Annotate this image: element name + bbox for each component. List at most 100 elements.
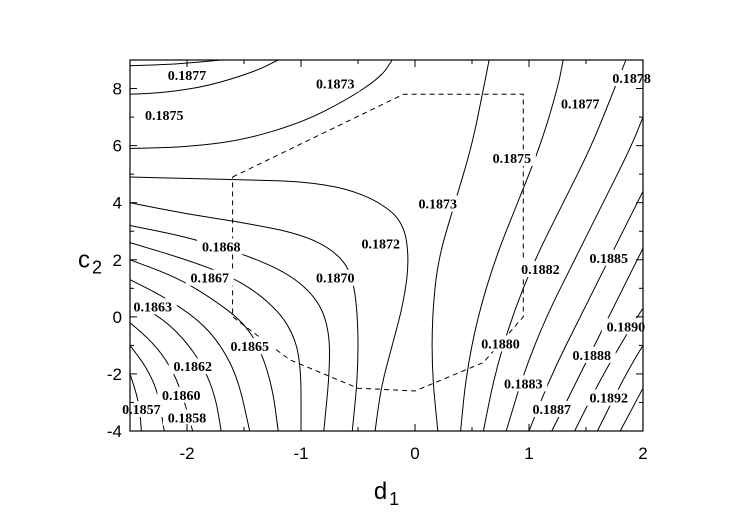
x-tick-label: -2: [179, 444, 194, 463]
contour-label: 0.1875: [487, 149, 536, 167]
x-tick-label: 0: [410, 444, 419, 463]
contour-line-4: [129, 202, 359, 432]
contour-labels: 0.1877 0.1875 0.1873 0.1878 0.1877 0.1875 0.18…: [117, 67, 656, 427]
contour-label-text: 0.1878: [612, 72, 651, 87]
y-tick-label: 4: [113, 194, 122, 213]
contour-label-bg: [128, 298, 177, 315]
contour-line-18: [551, 248, 644, 432]
contour-label: 0.1858: [163, 409, 211, 427]
contour-label-bg: [413, 195, 462, 212]
contour-label-bg: [487, 149, 536, 166]
y-axis-label-main: c: [78, 247, 90, 274]
contour-line-17: [528, 191, 644, 432]
x-axis-label-sub: 1: [389, 489, 399, 509]
contour-label-text: 0.1875: [145, 109, 184, 124]
contour-label-text: 0.1888: [572, 349, 611, 364]
contour-label: 0.1857: [117, 401, 166, 418]
contour-label: 0.1867: [185, 269, 234, 287]
contour-label-bg: [556, 95, 605, 112]
contour-label-text: 0.1873: [419, 198, 458, 213]
contour-label-text: 0.1860: [162, 389, 201, 404]
y-tick-label: 6: [113, 137, 122, 156]
x-axis: -2 -1 0 1 2: [129, 60, 648, 463]
contour-line-0: [129, 59, 222, 67]
contour-label-text: 0.1857: [122, 403, 161, 418]
contour-line-21: [619, 387, 644, 432]
contour-label-bg: [163, 67, 211, 84]
contour-line-14: [460, 59, 564, 432]
contour-label: 0.1860: [157, 386, 206, 404]
contour-label-bg: [601, 318, 650, 335]
contour-label-text: 0.1892: [590, 392, 629, 407]
contour-line-6: [129, 242, 302, 431]
contour-label-bg: [567, 346, 616, 363]
contour-label-text: 0.1862: [173, 360, 212, 375]
contour-label-bg: [356, 235, 405, 252]
contour-label-text: 0.1863: [134, 300, 173, 315]
contour-label-text: 0.1868: [202, 240, 241, 255]
feasible-region: [232, 93, 524, 392]
y-tick-label: 8: [113, 80, 122, 99]
contour-label-bg: [499, 375, 548, 392]
contour-line-3: [129, 176, 409, 432]
contour-label-text: 0.1858: [168, 412, 207, 427]
contour-label-bg: [516, 261, 565, 278]
contour-label: 0.1877: [163, 67, 211, 84]
contour-label-text: 0.1873: [316, 78, 355, 93]
y-tick-label: -2: [107, 365, 122, 384]
contour-label-text: 0.1887: [533, 403, 572, 418]
feasible-region-boundary: [232, 93, 524, 392]
contour-label: 0.1883: [499, 375, 548, 392]
contour-label-text: 0.1865: [230, 340, 269, 355]
x-axis-label-main: d: [374, 478, 387, 505]
contour-line-13: [431, 59, 490, 432]
contour-label-text: 0.1885: [590, 252, 629, 267]
contour-label-bg: [168, 358, 217, 375]
y-tick-label: -4: [107, 422, 122, 441]
contour-label-text: 0.1870: [316, 272, 355, 287]
contour-label-bg: [140, 107, 189, 124]
plot-frame: [129, 59, 644, 432]
contour-line-1: [129, 59, 279, 95]
contour-label-text: 0.1872: [362, 238, 401, 253]
contour-label: 0.1885: [584, 249, 633, 267]
contour-label: 0.1877: [556, 95, 605, 113]
y-tick-label: 2: [113, 251, 122, 270]
contour-label: 0.1887: [527, 401, 576, 418]
contour-label: 0.1872: [356, 235, 405, 253]
contour-label: 0.1873: [413, 195, 462, 213]
contour-label-text: 0.1875: [493, 152, 532, 167]
contour-label: 0.1863: [128, 298, 177, 315]
contour-label: 0.1875: [140, 107, 189, 124]
contour-label: 0.1882: [516, 261, 565, 278]
contour-label: 0.1873: [311, 75, 360, 93]
contour-line-2: [129, 59, 393, 149]
contour-label-text: 0.1880: [481, 337, 520, 352]
contour-label: 0.1878: [607, 69, 656, 87]
x-tick-label: 2: [638, 444, 647, 463]
contour-label: 0.1880: [476, 335, 525, 352]
contour-label-bg: [225, 338, 274, 355]
contour-label-text: 0.1877: [168, 69, 207, 84]
contour-label: 0.1892: [584, 389, 633, 407]
x-tick-label: -1: [293, 444, 308, 463]
contour-label-bg: [476, 335, 525, 352]
y-tick-label: 0: [113, 308, 122, 327]
contour-label-text: 0.1883: [504, 377, 543, 392]
contour-label-bg: [584, 389, 633, 406]
contour-label-bg: [185, 269, 234, 286]
y-axis: -4 -2 0 2 4 6 8: [107, 80, 643, 441]
contour-label-bg: [584, 249, 633, 266]
contour-label-bg: [311, 269, 360, 286]
contour-label: 0.1888: [567, 346, 616, 364]
contour-label-text: 0.1867: [191, 272, 230, 287]
contour-label-text: 0.1890: [607, 320, 646, 335]
contour-line-9: [129, 299, 222, 432]
contour-label: 0.1862: [168, 358, 217, 375]
contour-label-bg: [163, 409, 211, 426]
x-tick-label: 1: [524, 444, 533, 463]
contour-label-bg: [157, 386, 206, 403]
